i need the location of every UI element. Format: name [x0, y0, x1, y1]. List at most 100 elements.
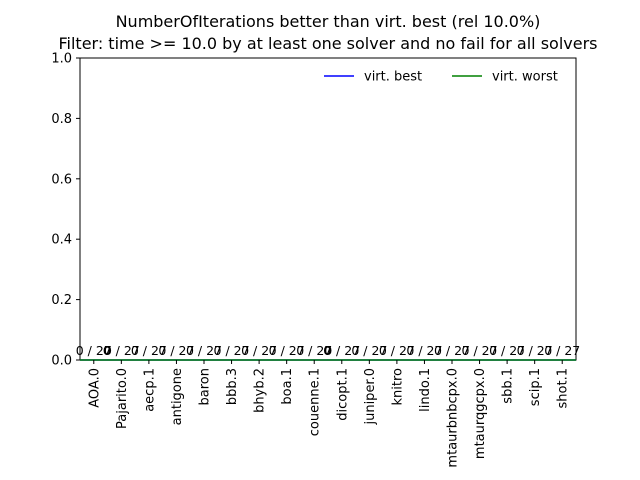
x-tick-label: couenne.1 [308, 368, 323, 436]
bar-label-count: 0 [351, 343, 359, 358]
bar-label-total: 27 [206, 343, 222, 358]
x-tick-label: AOA.0 [87, 368, 102, 408]
bar-label-separator: / [497, 343, 509, 358]
bar-label-separator: / [139, 343, 151, 358]
y-tick-label: 1.0 [51, 52, 72, 67]
bar-label-total: 27 [427, 343, 443, 358]
bar-label-count: 0 [296, 343, 304, 358]
bar-label-separator: / [304, 343, 316, 358]
bar-label-count: 0 [76, 343, 84, 358]
bar-label-separator: / [469, 343, 481, 358]
bar-label-total: 27 [371, 343, 387, 358]
x-tick-label: bbb.3 [225, 368, 240, 405]
legend: virt. best virt. worst [324, 70, 558, 85]
bar-label-total: 27 [537, 343, 553, 358]
x-tick-label: baron [198, 368, 213, 405]
bar-label-separator: / [359, 343, 371, 358]
bar-label-count: 0 [186, 343, 194, 358]
y-tick-label: 0.2 [51, 293, 72, 308]
y-axis: 0.0 0.2 0.4 0.6 0.8 1.0 [51, 52, 80, 369]
bar-label-separator: / [249, 343, 261, 358]
bar-label-count: 0 [323, 343, 332, 358]
bar-label-separator: / [84, 343, 96, 358]
bar-label: 0 / 27 [296, 343, 332, 358]
x-tick-label: antigone [170, 368, 185, 425]
bar-label-separator: / [442, 343, 454, 358]
bar-label: 0 / 27 [269, 343, 305, 358]
x-tick-label: shot.1 [556, 368, 571, 408]
bar-label-count: 0 [131, 343, 139, 358]
bar-label: 0 / 27 [76, 343, 112, 358]
bar-label-total: 27 [344, 343, 360, 358]
bar-label: 0 / 27 [544, 343, 580, 358]
bar-label-separator: / [525, 343, 537, 358]
bar-label: 0 / 27 [434, 343, 470, 358]
bar-label-total: 27 [399, 343, 415, 358]
bar-label-count: 0 [269, 343, 277, 358]
bar-label: 0 / 27 [214, 343, 250, 358]
legend-label: virt. worst [492, 70, 558, 85]
bar-label-count: 0 [158, 343, 166, 358]
bar-label: 0 / 27 [158, 343, 194, 358]
bar-label: 0 / 27 [517, 343, 553, 358]
bar-label: 0 / 27 [186, 343, 222, 358]
bar-label: 0 / 27 [379, 343, 415, 358]
bar-label-count: 0 [517, 343, 525, 358]
bar-label-total: 27 [151, 343, 167, 358]
bar-label: 0 / 27 [489, 343, 525, 358]
y-tick-label: 0.8 [51, 112, 72, 127]
bar-label-total: 27 [96, 343, 112, 358]
chart-title: NumberOfIterations better than virt. bes… [116, 12, 541, 31]
bar-label-separator: / [552, 343, 564, 358]
bar-label-count: 0 [103, 343, 112, 358]
bar-label-separator: / [387, 343, 399, 358]
x-tick-label: lindo.1 [418, 368, 433, 412]
x-tick-label: aecp.1 [142, 368, 157, 412]
bar-label-total: 27 [454, 343, 470, 358]
bar-label-total: 27 [482, 343, 498, 358]
y-tick-label: 0.6 [51, 172, 72, 187]
x-tick-label: mtaurqgcpx.0 [473, 368, 488, 459]
bar-label-total: 27 [179, 343, 195, 358]
bar-label-total: 27 [564, 343, 580, 358]
bar-label: 0 / 27 [462, 343, 498, 358]
y-tick-label: 0.4 [51, 233, 72, 248]
bar-label: 0 / 27 [406, 343, 442, 358]
bar-label: 0 / 27 [241, 343, 277, 358]
x-tick-label: Pajarito.0 [115, 368, 130, 429]
bar-label-count: 0 [434, 343, 442, 358]
plot-area [79, 57, 577, 361]
x-tick-label: boa.1 [280, 368, 295, 405]
bar-label-count: 0 [214, 343, 222, 358]
x-tick-label: mtaurbnbcpx.0 [446, 368, 461, 468]
y-tick-label: 0.0 [51, 354, 72, 369]
bar-label-separator: / [221, 343, 233, 358]
x-axis: AOA.0 Pajarito.0 aecp.1 antigone baron bbb.3 b… [87, 360, 571, 468]
plot-background [80, 58, 576, 360]
x-tick-label: dicopt.1 [335, 368, 350, 421]
bar-label-separator: / [112, 343, 124, 358]
x-tick-label: juniper.0 [363, 368, 378, 426]
bar-label-count: 0 [544, 343, 552, 358]
bar-label-separator: / [194, 343, 206, 358]
bar-label: 0 / 27 [323, 343, 360, 358]
bar-label: 0 / 27 [103, 343, 140, 358]
bar-label-total: 27 [261, 343, 277, 358]
bar-label-group: 0 / 270 / 270 / 270 / 270 / 270 / 270 / … [76, 343, 580, 358]
legend-label: virt. best [364, 70, 422, 85]
x-tick-label: sbb.1 [501, 368, 516, 404]
bar-label-count: 0 [489, 343, 497, 358]
bar-label: 0 / 27 [131, 343, 167, 358]
x-tick-label: bhyb.2 [253, 368, 268, 413]
bar-label-total: 27 [234, 343, 250, 358]
chart-subtitle: Filter: time >= 10.0 by at least one sol… [58, 34, 597, 53]
x-tick-label: knitro [390, 368, 405, 406]
bar-label-total: 27 [509, 343, 525, 358]
bar-label-separator: / [332, 343, 344, 358]
bar-label-count: 0 [406, 343, 414, 358]
x-tick-label: scip.1 [528, 368, 543, 406]
bar-label-separator: / [166, 343, 178, 358]
bar-label-total: 27 [316, 343, 332, 358]
bar-label-separator: / [414, 343, 426, 358]
